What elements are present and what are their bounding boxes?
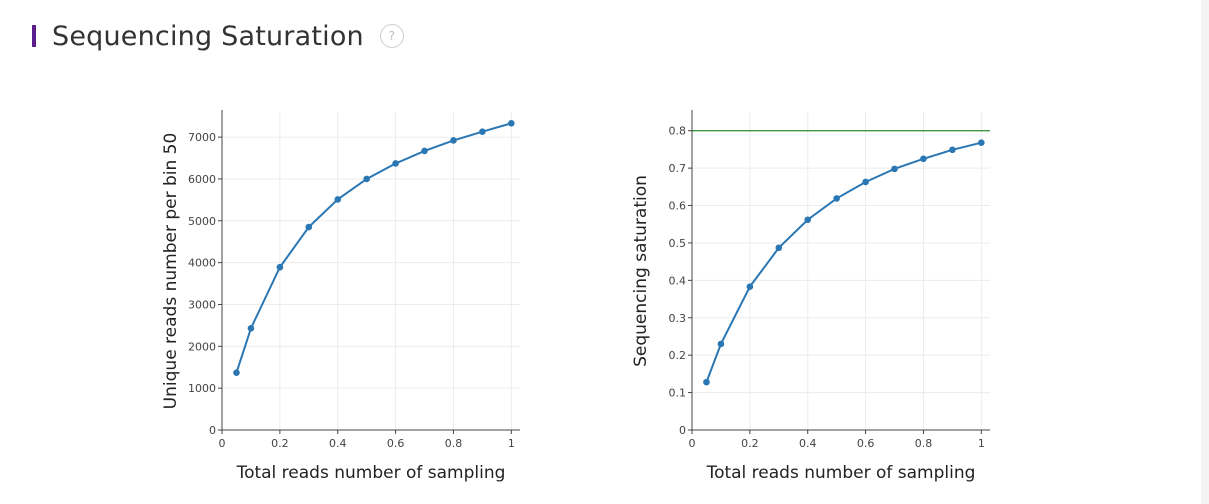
y-tick-label: 3000 bbox=[188, 298, 216, 311]
x-tick-label: 0.2 bbox=[271, 437, 289, 450]
data-point[interactable] bbox=[746, 283, 754, 291]
x-tick-label: 0 bbox=[219, 437, 226, 450]
section-header: Sequencing Saturation ? bbox=[32, 16, 404, 56]
data-point[interactable] bbox=[363, 175, 370, 183]
y-tick-label: 0.8 bbox=[669, 125, 687, 138]
data-point[interactable] bbox=[833, 195, 840, 202]
data-point[interactable] bbox=[247, 325, 255, 332]
data-point[interactable] bbox=[450, 137, 457, 144]
y-tick-label: 0.7 bbox=[669, 162, 687, 175]
y-tick-label: 0.2 bbox=[669, 349, 687, 362]
y-tick-label: 0.1 bbox=[669, 387, 687, 400]
y-tick-label: 5000 bbox=[188, 215, 216, 228]
x-tick-label: 1 bbox=[978, 437, 985, 450]
y-axis-title: Unique reads number per bin 50 bbox=[161, 133, 181, 410]
y-tick-label: 1000 bbox=[188, 382, 216, 395]
x-tick-label: 0.6 bbox=[857, 437, 875, 450]
y-tick-label: 2000 bbox=[188, 340, 216, 353]
data-point[interactable] bbox=[775, 244, 783, 252]
y-tick-label: 0.4 bbox=[669, 274, 687, 287]
data-point[interactable] bbox=[392, 160, 399, 167]
x-axis-title: Total reads number of sampling bbox=[706, 463, 976, 483]
y-tick-label: 0.3 bbox=[669, 312, 687, 325]
y-tick-label: 0.6 bbox=[669, 200, 687, 213]
y-tick-label: 4000 bbox=[188, 257, 216, 270]
help-icon[interactable]: ? bbox=[379, 24, 404, 48]
data-point[interactable] bbox=[717, 340, 725, 348]
sequencing-saturation-chart: 0 0.1 0.2 0.3 0.4 0.5 0.6 0.7 0.8 0 0.2 0.4 0.6 0.8 1T… bbox=[631, 110, 990, 483]
unique-reads-chart: 0 1000 2000 3000 4000 5000 6000 7000 0 0.2 0.4 0.6 0… bbox=[161, 110, 520, 483]
title-accent-bar bbox=[32, 25, 36, 47]
y-tick-label: 0 bbox=[679, 424, 686, 437]
x-tick-label: 0.6 bbox=[387, 437, 405, 450]
series-line bbox=[705, 141, 982, 383]
x-tick-label: 0 bbox=[689, 437, 696, 450]
y-tick-label: 0.5 bbox=[669, 237, 687, 250]
x-tick-label: 0.4 bbox=[799, 437, 817, 450]
data-point[interactable] bbox=[978, 139, 985, 146]
data-point[interactable] bbox=[276, 263, 284, 271]
data-point[interactable] bbox=[891, 165, 898, 173]
data-point[interactable] bbox=[703, 378, 710, 386]
data-point[interactable] bbox=[508, 119, 515, 127]
data-point[interactable] bbox=[804, 216, 812, 224]
x-tick-label: 0.8 bbox=[445, 437, 463, 450]
x-tick-label: 0.4 bbox=[329, 437, 347, 450]
data-point[interactable] bbox=[421, 147, 428, 155]
y-tick-label: 6000 bbox=[188, 173, 216, 186]
data-point[interactable] bbox=[233, 369, 240, 376]
y-axis-title: Sequencing saturation bbox=[631, 175, 651, 367]
data-point[interactable] bbox=[305, 223, 313, 231]
x-tick-label: 1 bbox=[508, 437, 515, 450]
x-axis-title: Total reads number of sampling bbox=[236, 463, 506, 483]
x-tick-label: 0.8 bbox=[915, 437, 933, 450]
data-point[interactable] bbox=[479, 128, 486, 135]
data-point[interactable] bbox=[920, 155, 927, 163]
x-tick-label: 0.2 bbox=[741, 437, 759, 450]
page-title: Sequencing Saturation bbox=[52, 20, 364, 52]
data-point[interactable] bbox=[949, 146, 956, 154]
data-point[interactable] bbox=[334, 196, 342, 203]
y-tick-label: 7000 bbox=[188, 131, 216, 144]
y-tick-label: 0 bbox=[209, 424, 216, 437]
series-line bbox=[235, 122, 512, 373]
data-point[interactable] bbox=[862, 178, 869, 186]
